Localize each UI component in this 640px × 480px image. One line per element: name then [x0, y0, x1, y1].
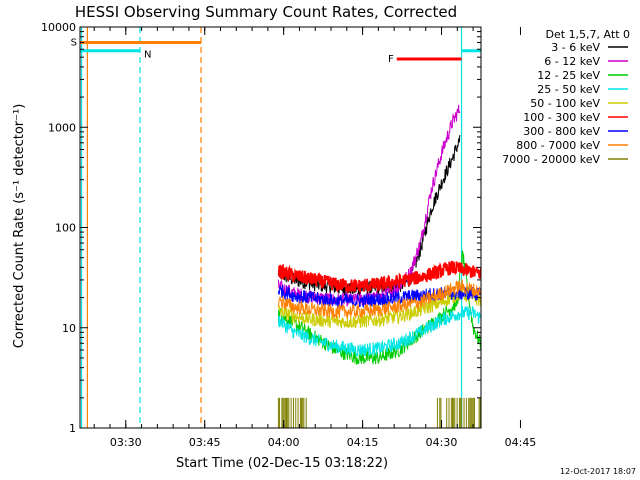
x-tick-label-3: 04:15 [347, 436, 379, 449]
flag-label-n: N [144, 50, 151, 61]
x-axis-label: Start Time (02-Dec-15 03:18:22) [176, 456, 388, 471]
x-tick-label-2: 04:00 [268, 436, 300, 449]
legend-label-0: 3 - 6 keV [551, 41, 600, 54]
flag-label-s: S [71, 38, 77, 49]
legend-label-6: 300 - 800 keV [523, 125, 600, 138]
legend-label-1: 6 - 12 keV [544, 55, 600, 68]
plot-area: S N F [71, 27, 481, 428]
series-line-3 [277, 305, 481, 357]
legend-label-2: 12 - 25 keV [537, 69, 600, 82]
y-tick-label-2: 100 [55, 222, 76, 235]
legend-label-5: 100 - 300 keV [523, 111, 600, 124]
legend-label-3: 25 - 50 keV [537, 83, 600, 96]
y-tick-label-4: 10000 [41, 21, 76, 34]
x-tick-label-0: 03:30 [110, 436, 142, 449]
series-7000-20000-kev [277, 397, 481, 428]
flag-label-f: F [388, 54, 394, 65]
series-line-4 [277, 286, 481, 329]
series-line-7 [277, 278, 481, 319]
x-tick-label-1: 03:45 [189, 436, 221, 449]
legend-header: Det 1,5,7, Att 0 [546, 28, 630, 41]
y-axis-label: Corrected Count Rate (s⁻¹ detector⁻¹) [12, 104, 27, 349]
axes: 1 10 100 1000 10000 03:30 03:45 04:00 04:15 04:30… [41, 21, 536, 449]
y-tick-label-1: 10 [62, 322, 76, 335]
legend-label-8: 7000 - 20000 keV [502, 153, 600, 166]
legend-label-4: 50 - 100 keV [530, 97, 600, 110]
series-line-5 [277, 260, 481, 294]
legend-label-7: 800 - 7000 keV [516, 139, 600, 152]
timestamp: 12-Oct-2017 18:07 [560, 467, 636, 476]
plot-clip [80, 27, 481, 428]
x-tick-label-5: 04:45 [505, 436, 537, 449]
series-line-2 [277, 250, 481, 365]
x-tick-label-4: 04:30 [426, 436, 458, 449]
chart-title: HESSI Observing Summary Count Rates, Cor… [75, 3, 457, 21]
y-tick-label-0: 1 [69, 422, 76, 435]
series-line-1 [277, 104, 461, 307]
y-tick-label-3: 1000 [48, 121, 76, 134]
